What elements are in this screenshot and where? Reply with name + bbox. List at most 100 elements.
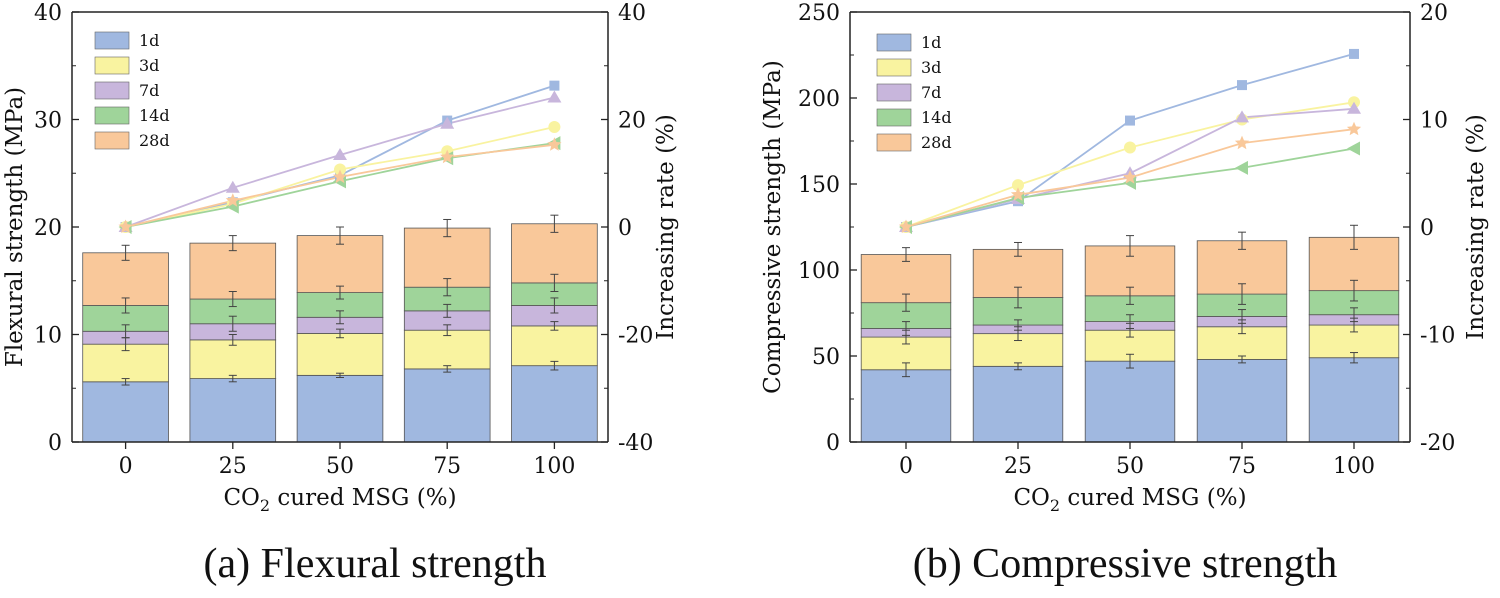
legend-label-1d: 1d xyxy=(921,33,941,52)
compressive-strength-panel: 0 50 100 150 200 250 -20 -10 0 10 20 0 25 50 75 100 CO2 … xyxy=(750,0,1500,598)
rate-point-28d-0 xyxy=(118,219,133,234)
bar-segment-1d-75 xyxy=(1196,359,1288,443)
flexural-strength-panel: 0 10 20 30 40 -40 -20 0 20 40 0 25 50 75 100 CO2 cured … xyxy=(2,1,679,587)
rate-line-7d xyxy=(125,96,555,228)
x-tick-label: 100 xyxy=(1333,454,1375,479)
rate-point-28d-0 xyxy=(898,219,914,234)
x-tick-label: 50 xyxy=(326,454,354,479)
bar-segment-28d-75 xyxy=(403,227,491,288)
legend-swatch-1d xyxy=(876,33,912,52)
y-right-tick-label: 0 xyxy=(1420,216,1434,241)
y-tick-label: 200 xyxy=(798,87,840,112)
y-tick-label: 30 xyxy=(34,109,62,134)
bar-segment-28d-50 xyxy=(296,235,384,293)
x-axis-label: CO2 cured MSG (%) xyxy=(223,485,456,515)
y-axis-right-label: Increasing rate (%) xyxy=(653,114,679,340)
rate-point-1d-100 xyxy=(549,80,560,91)
y-axis-right-label: Increasing rate (%) xyxy=(1463,114,1489,340)
bar-segment-28d-0 xyxy=(82,252,169,306)
legend-swatch-28d xyxy=(94,131,130,150)
bar-segment-1d-50 xyxy=(1084,360,1176,443)
x-tick-label: 25 xyxy=(219,454,247,479)
bar-segment-3d-100 xyxy=(511,325,598,367)
x-tick-label: 0 xyxy=(899,454,913,479)
x-tick-label: 0 xyxy=(119,454,133,479)
bar-segment-1d-0 xyxy=(860,369,952,443)
bar-segment-3d-25 xyxy=(189,339,277,379)
legend-label-7d: 7d xyxy=(139,81,159,100)
rate-point-3d-50 xyxy=(334,163,346,176)
y-tick-label: 10 xyxy=(34,324,62,349)
y-right-tick-label: -40 xyxy=(618,431,653,456)
bar-segment-3d-50 xyxy=(296,333,384,376)
rate-point-28d-75 xyxy=(440,149,455,164)
legend-label-28d: 28d xyxy=(921,133,952,152)
bar-segment-1d-75 xyxy=(403,368,491,443)
rate-point-28d-100 xyxy=(1346,121,1362,136)
legend-swatch-7d xyxy=(876,83,912,102)
legend-swatch-3d xyxy=(876,58,912,77)
legend-label-3d: 3d xyxy=(921,58,941,77)
rate-point-28d-25 xyxy=(225,193,240,207)
x-axis-label-subscript: 2 xyxy=(1050,496,1060,515)
legend-swatch-1d xyxy=(94,31,130,50)
bar-segment-1d-100 xyxy=(1308,357,1400,443)
x-axis-label-main: CO xyxy=(223,485,259,511)
bar-segment-1d-25 xyxy=(189,378,277,443)
bar-segment-1d-100 xyxy=(511,365,598,443)
x-tick-label: 25 xyxy=(1004,454,1032,479)
y-right-tick-label: -20 xyxy=(618,324,653,349)
rate-point-28d-50 xyxy=(332,169,348,184)
rate-point-3d-25 xyxy=(1012,179,1024,192)
legend-swatch-28d xyxy=(876,133,912,152)
legend-label-3d: 3d xyxy=(139,56,159,75)
y-right-tick-label: -10 xyxy=(1420,324,1455,349)
legend-swatch-14d xyxy=(876,108,912,127)
rate-point-14d-75 xyxy=(1235,160,1248,175)
y-tick-label: 50 xyxy=(812,345,840,370)
x-tick-label: 75 xyxy=(1228,454,1256,479)
legend-label-28d: 28d xyxy=(139,131,170,150)
y-right-tick-label: 10 xyxy=(1420,109,1448,134)
y-tick-label: 20 xyxy=(34,216,62,241)
y-tick-label: 40 xyxy=(34,1,62,26)
y-axis-label: Flexural strength (MPa) xyxy=(2,87,28,367)
x-axis-label-main: CO xyxy=(1013,485,1049,511)
rate-point-28d-25 xyxy=(1010,187,1026,201)
rate-line-14d xyxy=(905,147,1355,228)
x-axis-label: CO2 cured MSG (%) xyxy=(1013,485,1246,515)
bar-segment-1d-25 xyxy=(972,365,1064,443)
x-tick-label: 75 xyxy=(433,454,461,479)
rate-point-7d-75 xyxy=(1235,110,1249,123)
rate-point-7d-25 xyxy=(225,180,240,193)
legend-label-1d: 1d xyxy=(139,31,159,50)
legend-swatch-14d xyxy=(94,106,130,125)
y-right-tick-label: 20 xyxy=(1420,1,1448,26)
rate-point-14d-100 xyxy=(1347,141,1360,156)
y-tick-label: 0 xyxy=(48,431,62,456)
rate-point-1d-50 xyxy=(1125,115,1135,126)
rate-point-28d-100 xyxy=(547,137,562,151)
x-axis-label-subscript: 2 xyxy=(260,496,270,515)
rate-point-7d-75 xyxy=(440,116,455,129)
x-axis-label-rest: cured MSG (%) xyxy=(270,485,456,511)
flexural-strength-chart: 0 10 20 30 40 -40 -20 0 20 40 0 25 50 75 100 CO2 cured … xyxy=(2,1,679,515)
y-right-tick-label: 0 xyxy=(618,216,632,241)
legend-swatch-7d xyxy=(94,81,130,100)
legend-label-14d: 14d xyxy=(139,106,170,125)
bar-segment-1d-50 xyxy=(296,374,384,443)
y-tick-label: 150 xyxy=(798,173,840,198)
y-tick-label: 100 xyxy=(798,259,840,284)
bar-segment-28d-25 xyxy=(189,242,277,300)
compressive-strength-caption: (b) Compressive strength xyxy=(912,541,1338,587)
x-axis-label-rest: cured MSG (%) xyxy=(1060,485,1246,511)
x-tick-label: 50 xyxy=(1116,454,1144,479)
legend-label-14d: 14d xyxy=(921,108,952,127)
flexural-strength-caption: (a) Flexural strength xyxy=(203,541,547,587)
y-axis-label: Compressive strength (MPa) xyxy=(760,60,786,394)
rate-point-28d-50 xyxy=(1122,170,1138,184)
legend-swatch-3d xyxy=(94,56,130,75)
bar-segment-28d-100 xyxy=(511,223,598,284)
y-right-tick-label: 40 xyxy=(618,1,646,26)
